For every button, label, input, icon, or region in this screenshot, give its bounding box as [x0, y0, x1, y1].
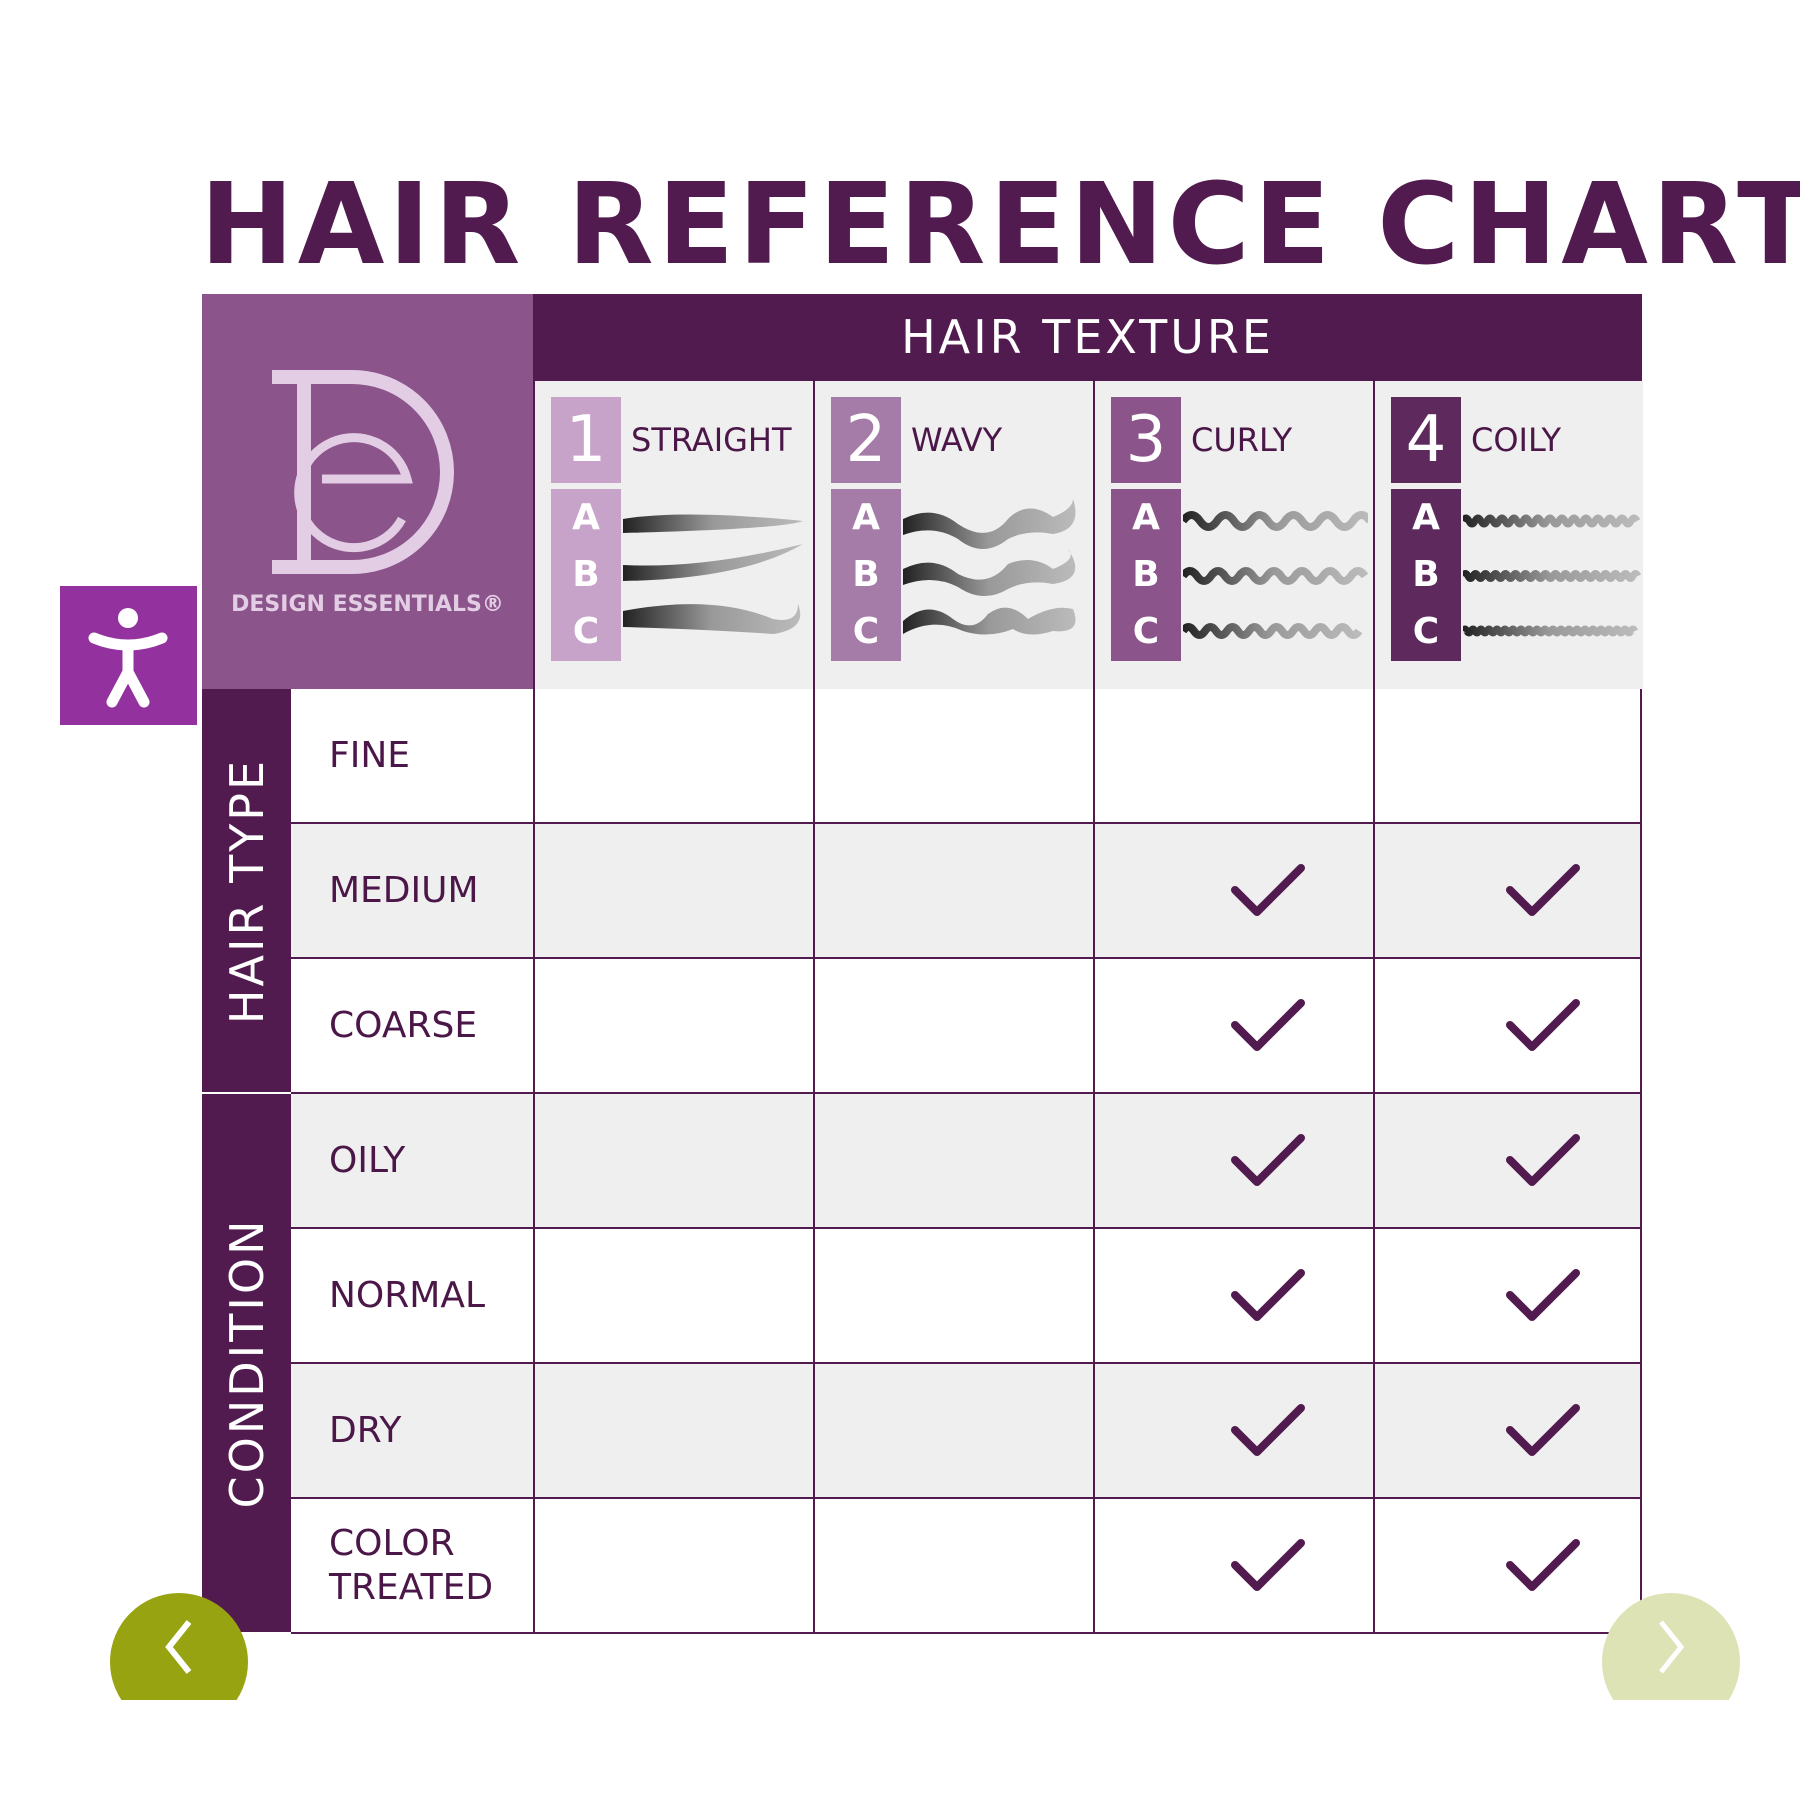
- hair-strand-a: [903, 499, 1076, 549]
- table-row: COARSE: [291, 959, 1642, 1094]
- subtype-label: C: [1412, 611, 1440, 652]
- check-icon: [1231, 1404, 1305, 1456]
- check-icon: [1506, 1134, 1580, 1186]
- group-condition: CONDITION: [202, 1094, 291, 1634]
- texture-number: 1: [551, 397, 621, 483]
- check-icon: [1506, 1404, 1580, 1456]
- row-label: COARSE: [329, 1004, 478, 1046]
- hair-strand-illustrations: [1183, 511, 1368, 639]
- texture-name: WAVY: [911, 421, 1003, 459]
- hair-strand-a: [1183, 511, 1368, 531]
- table-row: FINE: [291, 689, 1642, 824]
- hair-strand-c: [903, 607, 1076, 635]
- hair-strand-b: [623, 544, 803, 581]
- hair-strand-illustrations: [903, 499, 1076, 635]
- check-icon: [1506, 1539, 1580, 1591]
- row-label: COLOR TREATED: [329, 1522, 494, 1608]
- texture-column-wavy: 2 WAVY A B C: [813, 381, 1093, 689]
- page-title: HAIR REFERENCE CHART: [200, 160, 1800, 290]
- subtype-label: B: [1412, 554, 1440, 595]
- row-label: MEDIUM: [329, 869, 479, 911]
- texture-name: STRAIGHT: [631, 421, 792, 459]
- brand-name: DESIGN ESSENTIALS®: [231, 592, 504, 617]
- check-icon: [1506, 1269, 1580, 1321]
- next-slide-button[interactable]: [1602, 1593, 1740, 1700]
- group-hair-type: HAIR TYPE: [202, 689, 291, 1094]
- subtype-label: A: [852, 497, 880, 538]
- brand-logo: DESIGN ESSENTIALS®: [202, 294, 533, 689]
- texture-column-curly: 3 CURLY A B C: [1093, 381, 1373, 689]
- check-icon: [1231, 1134, 1305, 1186]
- subtype-label: A: [1412, 497, 1440, 538]
- subtype-label: C: [572, 611, 600, 652]
- chevron-right-icon: [1659, 1620, 1685, 1674]
- check-icon: [1506, 999, 1580, 1051]
- check-icon: [1506, 864, 1580, 916]
- check-icon: [1231, 999, 1305, 1051]
- subtype-label: C: [852, 611, 880, 652]
- table-row: OILY: [291, 1094, 1642, 1229]
- hair-strand-b: [1463, 570, 1642, 582]
- column-divider: [813, 689, 815, 1634]
- hair-strand-illustrations: [1463, 514, 1642, 637]
- hair-strand-c: [1183, 623, 1363, 639]
- hair-reference-table: DESIGN ESSENTIALS® HAIR TEXTURE 1 STRAIGH…: [202, 294, 1643, 1634]
- texture-column-coily: 4 COILY A B C: [1373, 381, 1643, 689]
- row-label: DRY: [329, 1409, 402, 1451]
- subtype-label: A: [1132, 497, 1160, 538]
- texture-name: CURLY: [1191, 421, 1293, 459]
- column-divider: [1373, 689, 1375, 1634]
- subtype-label: B: [1132, 554, 1160, 595]
- hair-strand-b: [903, 549, 1076, 597]
- column-divider: [533, 689, 535, 1634]
- check-icon: [1231, 1539, 1305, 1591]
- hair-texture-header: HAIR TEXTURE: [533, 294, 1642, 381]
- subtype-label: C: [1132, 611, 1160, 652]
- check-icon: [1231, 864, 1305, 916]
- group-label: CONDITION: [219, 1217, 274, 1509]
- table-row: DRY: [291, 1364, 1642, 1499]
- accessibility-person-icon: [88, 608, 168, 708]
- subtype-label: A: [572, 497, 600, 538]
- accessibility-button[interactable]: [60, 586, 197, 725]
- table-row: MEDIUM: [291, 824, 1642, 959]
- hair-strand-b: [1183, 567, 1368, 585]
- hair-strand-c: [1463, 625, 1639, 637]
- de-monogram-logo: [272, 370, 454, 574]
- row-label: OILY: [329, 1139, 406, 1181]
- hair-strand-a: [623, 514, 803, 533]
- texture-name: COILY: [1471, 421, 1562, 459]
- subtype-label: B: [572, 554, 600, 595]
- hair-strand-c: [623, 604, 801, 634]
- texture-number: 3: [1111, 397, 1181, 483]
- table-row: NORMAL: [291, 1229, 1642, 1364]
- hair-strand-illustrations: [623, 514, 803, 634]
- row-label: FINE: [329, 734, 410, 776]
- check-icon: [1231, 1269, 1305, 1321]
- group-label: HAIR TYPE: [219, 757, 274, 1024]
- previous-slide-button[interactable]: [110, 1593, 248, 1700]
- texture-number: 2: [831, 397, 901, 483]
- column-divider: [1093, 689, 1095, 1634]
- texture-column-straight: 1 STRAIGHT A B C: [533, 381, 813, 689]
- subtype-label: B: [852, 554, 880, 595]
- texture-number: 4: [1391, 397, 1461, 483]
- row-label: NORMAL: [329, 1274, 486, 1316]
- hair-strand-a: [1463, 514, 1641, 528]
- chevron-left-icon: [165, 1620, 192, 1674]
- table-row: COLOR TREATED: [291, 1499, 1642, 1634]
